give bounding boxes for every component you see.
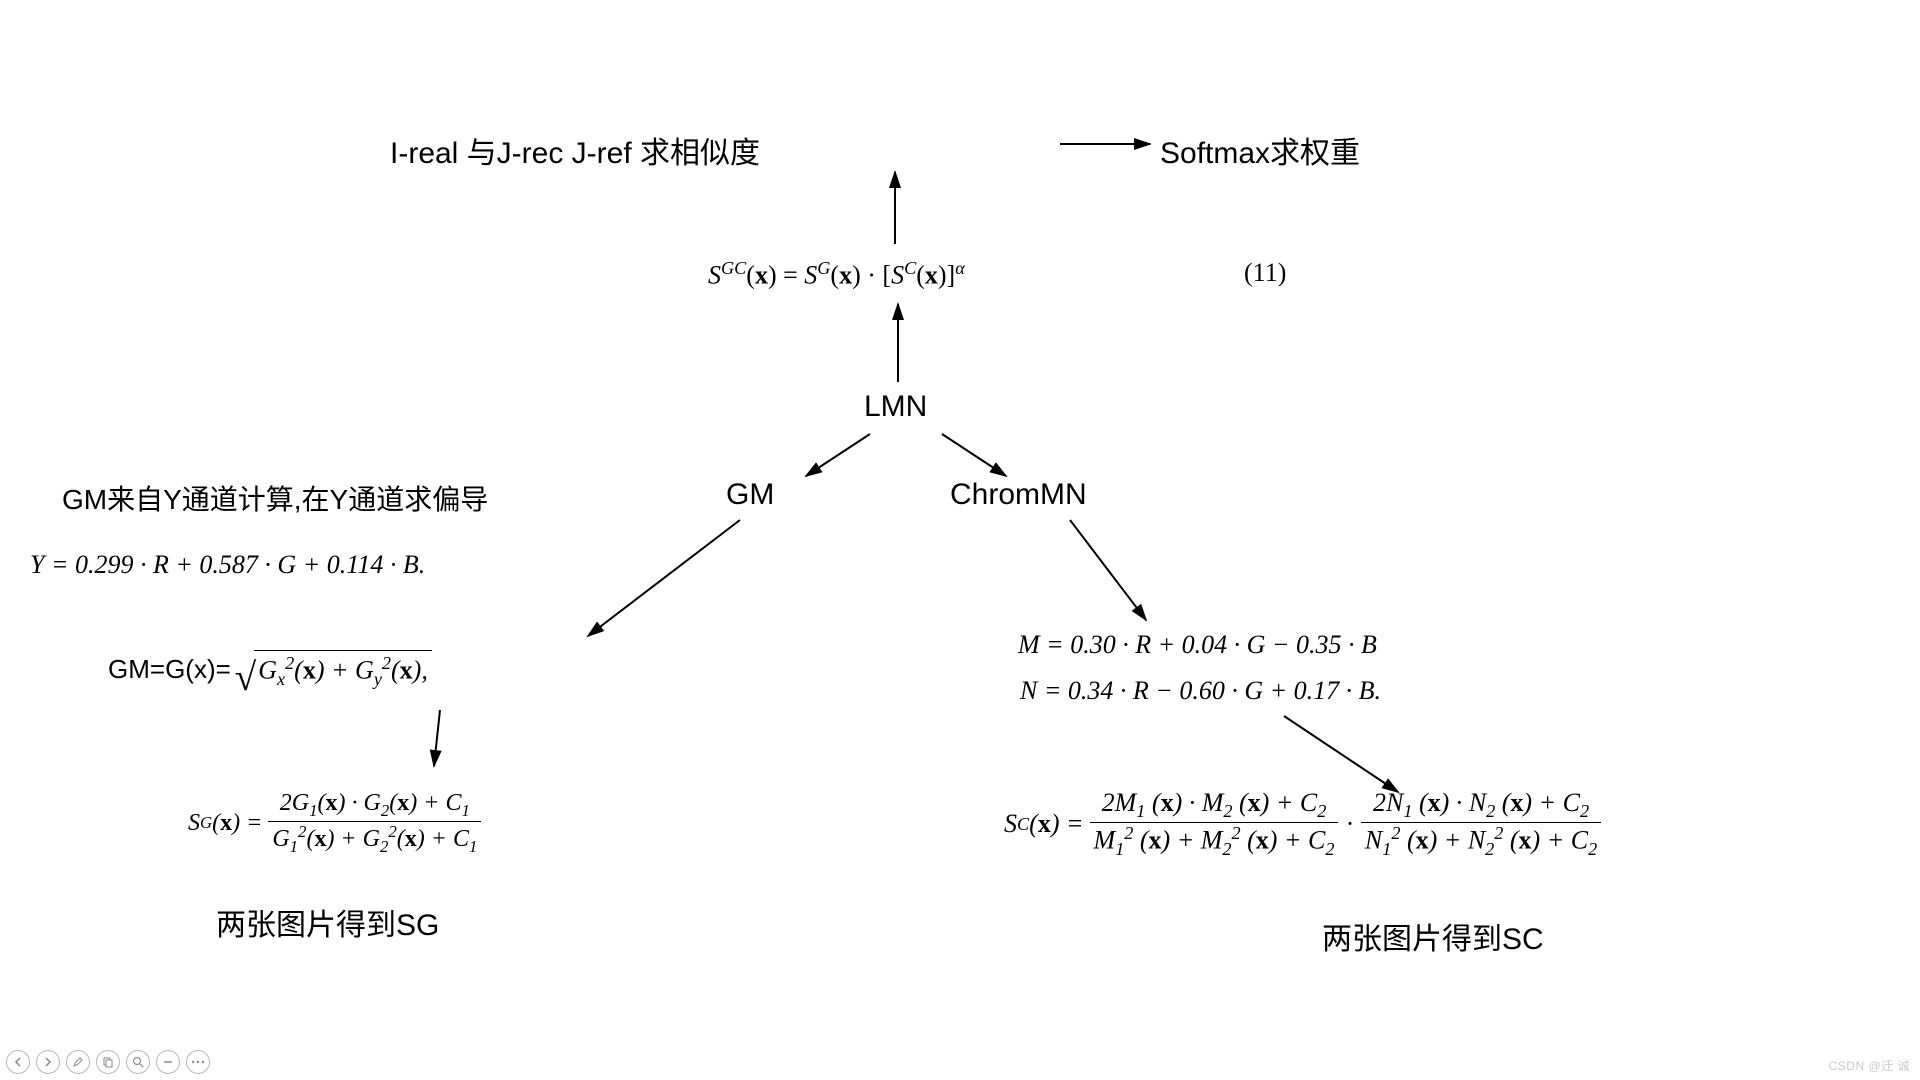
- n-eq-text: N = 0.34 · R − 0.60 · G + 0.17 · B.: [1020, 676, 1381, 705]
- gm-note-text: GM来自Y通道计算,在Y通道求偏导: [62, 484, 488, 515]
- gm-note: GM来自Y通道计算,在Y通道求偏导: [62, 478, 488, 518]
- m-eq-text: M = 0.30 · R + 0.04 · G − 0.35 · B: [1018, 630, 1377, 659]
- formula-sg: SG(x) = 2G1(x) · G2(x) + C1 G12(x) + G22…: [188, 790, 481, 857]
- eq11-label: (11): [1244, 258, 1286, 288]
- y-equation: Y = 0.299 · R + 0.587 · G + 0.114 · B.: [30, 550, 425, 580]
- sgc-sup1: GC: [721, 258, 746, 278]
- gm-gx-formula: GM=G(x)= √ Gx2(x) + Gy2(x),: [108, 650, 432, 690]
- n-equation: N = 0.34 · R − 0.60 · G + 0.17 · B.: [1020, 676, 1381, 706]
- sg-caption: 两张图片得到SG: [216, 900, 439, 944]
- sc-num2: 2N1 (x) · N2 (x) + C2: [1361, 788, 1601, 822]
- node-gm: GM: [726, 478, 774, 512]
- formula-sc: SC (x) = 2M1 (x) · M2 (x) + C2 M12 (x) +…: [1004, 788, 1601, 860]
- edit-icon[interactable]: [66, 1050, 90, 1074]
- sgc-sup4: α: [955, 258, 965, 278]
- diagram-canvas: I-real 与J-rec J-ref 求相似度 Softmax求权重 SGC(…: [0, 0, 1920, 1080]
- minus-icon[interactable]: [156, 1050, 180, 1074]
- m-equation: M = 0.30 · R + 0.04 · G − 0.35 · B: [1018, 630, 1377, 660]
- eq11-text: (11): [1244, 258, 1286, 287]
- node-chrommn: ChromMN: [950, 478, 1087, 512]
- sc-den2: N12 (x) + N22 (x) + C2: [1361, 822, 1601, 860]
- sc-den1: M12 (x) + M22 (x) + C2: [1090, 822, 1339, 860]
- zoom-icon[interactable]: [126, 1050, 150, 1074]
- node-top-right: Softmax求权重: [1160, 128, 1360, 172]
- lmn-text: LMN: [864, 390, 927, 423]
- node-lmn: LMN: [864, 390, 927, 424]
- sg-caption-text: 两张图片得到SG: [216, 909, 439, 942]
- y-eq-text: Y = 0.299 · R + 0.587 · G + 0.114 · B.: [30, 550, 425, 579]
- gm-sqrt-body: Gx2(x) + Gy2(x),: [254, 650, 432, 690]
- gmgx-prefix: GM=G(x)=: [108, 654, 231, 685]
- top-right-text: Softmax求权重: [1160, 137, 1360, 170]
- formula-sgc: SGC(x) = SG(x) · [SC(x)]α: [708, 258, 965, 291]
- prev-icon[interactable]: [6, 1050, 30, 1074]
- sg-num: 2G1(x) · G2(x) + C1: [268, 790, 481, 821]
- sc-num1: 2M1 (x) · M2 (x) + C2: [1090, 788, 1339, 822]
- watermark-text: CSDN @迁 诚: [1829, 1059, 1910, 1073]
- sgc-sup2: G: [817, 258, 830, 278]
- watermark: CSDN @迁 诚: [1829, 1057, 1910, 1074]
- gm-text: GM: [726, 478, 774, 511]
- copy-icon[interactable]: [96, 1050, 120, 1074]
- top-left-text: I-real 与J-rec J-ref 求相似度: [390, 137, 760, 170]
- chrommn-text: ChromMN: [950, 478, 1087, 511]
- sc-caption: 两张图片得到SC: [1322, 914, 1544, 958]
- sc-caption-text: 两张图片得到SC: [1322, 923, 1544, 956]
- sgc-sup3: C: [904, 258, 916, 278]
- next-icon[interactable]: [36, 1050, 60, 1074]
- more-icon[interactable]: [186, 1050, 210, 1074]
- bottom-toolbar: [6, 1050, 210, 1074]
- node-top-left: I-real 与J-rec J-ref 求相似度: [390, 128, 760, 172]
- sg-den: G12(x) + G22(x) + C1: [268, 821, 481, 857]
